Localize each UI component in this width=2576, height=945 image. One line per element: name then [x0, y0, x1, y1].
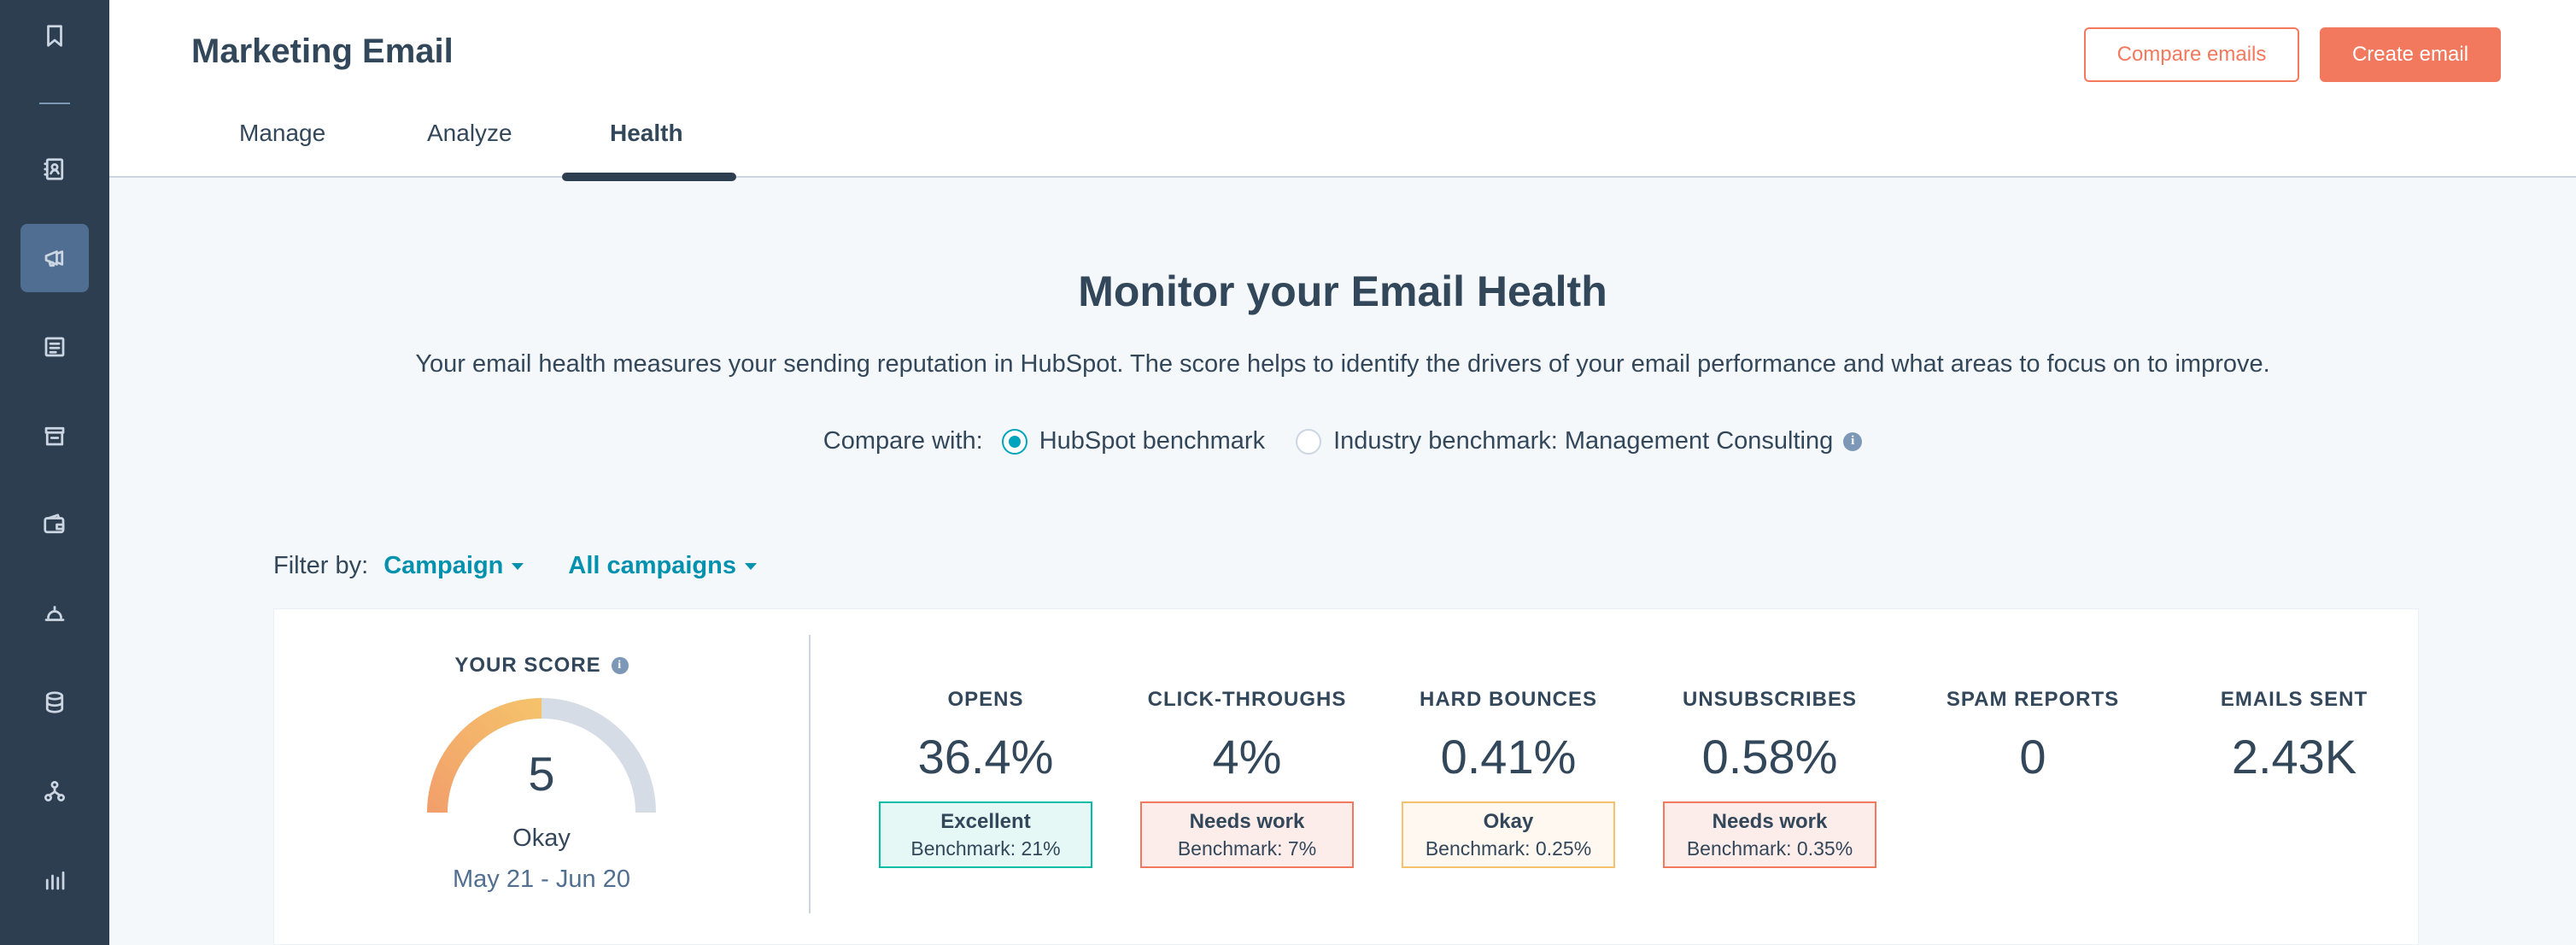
sidebar: [0, 0, 109, 945]
tab-health[interactable]: Health: [610, 120, 683, 146]
active-tab-indicator: [562, 173, 736, 181]
metric-label: SPAM REPORTS: [1946, 688, 2120, 711]
metric-opens: OPENS 36.4% Excellent Benchmark: 21%: [862, 688, 1109, 868]
card-divider: [809, 635, 811, 913]
caret-down-icon: [745, 562, 757, 570]
compare-emails-button[interactable]: Compare emails: [2084, 27, 2299, 82]
metric-unsubscribes: UNSUBSCRIBES 0.58% Needs work Benchmark:…: [1646, 688, 1894, 868]
metric-label: CLICK-THROUGHS: [1147, 688, 1347, 711]
metric-label: OPENS: [947, 688, 1024, 711]
metric-status-badge: Okay Benchmark: 0.25%: [1402, 801, 1615, 868]
commerce-store-icon[interactable]: [20, 402, 89, 470]
badge-status: Okay: [1483, 809, 1534, 833]
create-email-button[interactable]: Create email: [2320, 27, 2501, 82]
metric-status-badge: Needs work Benchmark: 0.35%: [1663, 801, 1876, 868]
filter-by-label: Filter by:: [273, 552, 369, 579]
score-gauge-fill: [427, 698, 542, 813]
badge-status: Needs work: [1712, 809, 1828, 833]
page-header: Marketing Email Compare emails Create em…: [109, 0, 2576, 181]
caret-down-icon: [512, 562, 524, 570]
metric-value: 4%: [1212, 730, 1282, 784]
metric-click-throughs: CLICK-THROUGHS 4% Needs work Benchmark: …: [1123, 688, 1371, 868]
industry-benchmark-radio[interactable]: [1296, 428, 1322, 455]
metric-value: 0.41%: [1440, 730, 1577, 784]
metric-status-badge: Excellent Benchmark: 21%: [879, 801, 1092, 868]
metric-value: 0: [2019, 730, 2046, 784]
content-icon[interactable]: [20, 313, 89, 381]
metric-value: 36.4%: [917, 730, 1054, 784]
info-icon[interactable]: i: [611, 657, 629, 674]
compare-with-label: Compare with:: [823, 427, 983, 455]
compare-with-row: Compare with: HubSpot benchmark Industry…: [109, 427, 2576, 455]
email-health-card: YOUR SCORE i 5 Okay May 21 - Jun 20 OPEN…: [273, 608, 2419, 945]
database-icon[interactable]: [20, 668, 89, 737]
campaign-dropdown[interactable]: All campaigns: [568, 552, 757, 580]
metric-value: 0.58%: [1701, 730, 1838, 784]
score-status: Okay: [512, 825, 571, 852]
badge-status: Excellent: [940, 809, 1031, 833]
health-title: Monitor your Email Health: [1078, 267, 1607, 315]
metric-label: HARD BOUNCES: [1419, 688, 1597, 711]
reporting-icon[interactable]: [20, 846, 89, 914]
hubspot-benchmark-label[interactable]: HubSpot benchmark: [1039, 427, 1266, 455]
page-title: Marketing Email: [191, 32, 454, 70]
info-icon[interactable]: i: [1843, 431, 1863, 451]
tab-manage[interactable]: Manage: [239, 120, 326, 146]
score-gauge: [427, 698, 656, 813]
filter-type-value: Campaign: [383, 552, 504, 579]
metric-hard-bounces: HARD BOUNCES 0.41% Okay Benchmark: 0.25%: [1385, 688, 1632, 868]
your-score-label: YOUR SCORE: [454, 654, 601, 677]
badge-benchmark: Benchmark: 0.35%: [1686, 836, 1853, 860]
campaign-value: All campaigns: [568, 552, 736, 579]
contacts-icon[interactable]: [20, 135, 89, 203]
metric-status-badge: Needs work Benchmark: 7%: [1140, 801, 1354, 868]
metric-emails-sent: EMAILS SENT 2.43K: [2170, 688, 2418, 784]
sidebar-divider: [39, 103, 70, 104]
metric-label: UNSUBSCRIBES: [1682, 688, 1858, 711]
filter-type-dropdown[interactable]: Campaign: [383, 552, 524, 580]
badge-benchmark: Benchmark: 21%: [910, 836, 1061, 860]
health-description: Your email health measures your sending …: [415, 350, 2270, 378]
tab-analyze[interactable]: Analyze: [427, 120, 512, 146]
metric-label: EMAILS SENT: [2220, 688, 2368, 711]
service-bell-icon[interactable]: [20, 579, 89, 648]
your-score-header: YOUR SCORE i: [274, 654, 809, 678]
score-value: 5: [528, 747, 555, 801]
score-date-range: May 21 - Jun 20: [453, 866, 630, 893]
automation-icon[interactable]: [20, 757, 89, 825]
metric-spam-reports: SPAM REPORTS 0: [1909, 688, 2157, 784]
badge-benchmark: Benchmark: 7%: [1177, 836, 1317, 860]
hubspot-benchmark-radio[interactable]: [1001, 428, 1027, 455]
badge-benchmark: Benchmark: 0.25%: [1425, 836, 1592, 860]
wallet-icon[interactable]: [20, 490, 89, 559]
filter-row: Filter by: Campaign All campaigns: [273, 552, 757, 580]
industry-benchmark-label[interactable]: Industry benchmark: Management Consultin…: [1333, 427, 1834, 455]
bookmark-icon[interactable]: [20, 2, 89, 70]
badge-status: Needs work: [1189, 809, 1305, 833]
metric-value: 2.43K: [2231, 730, 2357, 784]
marketing-megaphone-icon[interactable]: [20, 224, 89, 292]
